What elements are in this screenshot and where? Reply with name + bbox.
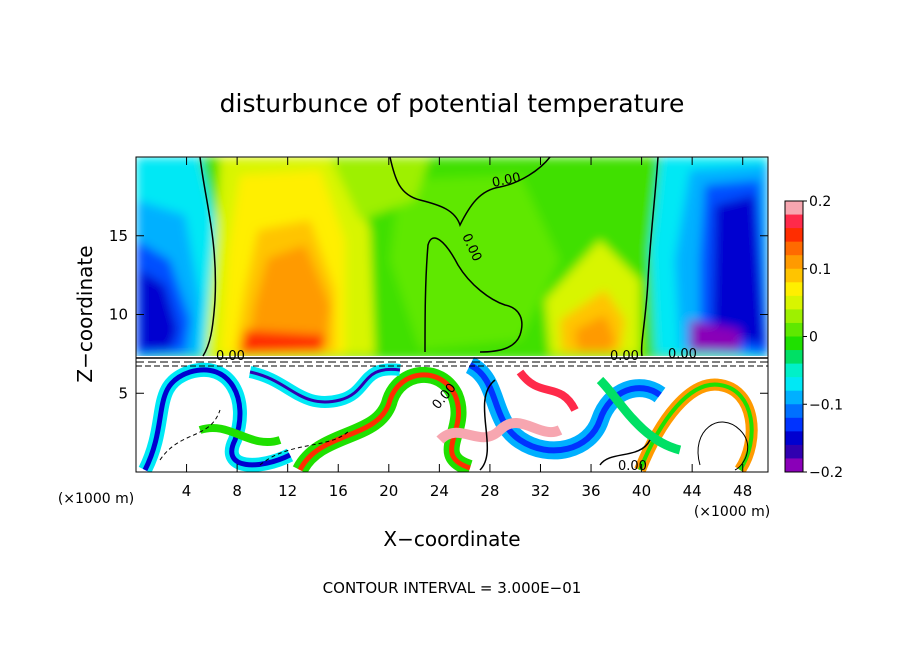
lower-band-14 bbox=[596, 376, 682, 455]
lower-band-11 bbox=[436, 418, 563, 444]
x-tick-label: 16 bbox=[329, 482, 348, 500]
colorbar-cell bbox=[785, 309, 803, 324]
field-warm-deep-orange bbox=[240, 330, 325, 354]
zero-contour-left bbox=[199, 157, 217, 357]
y-tick-label: 10 bbox=[109, 306, 128, 324]
colorbar: 0.2 0.1 0 −0.1 −0.2 bbox=[784, 194, 843, 481]
lower-contour-4 bbox=[697, 421, 749, 471]
field-right-orange bbox=[575, 315, 615, 352]
contour-label: 0.00 bbox=[610, 349, 639, 364]
colorbar-cell bbox=[785, 282, 803, 297]
zero-contour-center bbox=[424, 237, 523, 353]
lower-band-12 bbox=[516, 369, 579, 412]
lower-band-13 bbox=[198, 424, 282, 446]
x-tick-label: 32 bbox=[531, 482, 550, 500]
x-unit-right: (×1000 m) bbox=[694, 504, 770, 520]
contour-interval-note: CONTOUR INTERVAL = 3.000E−01 bbox=[323, 579, 582, 597]
colorbar-cell bbox=[785, 350, 803, 365]
colorbar-cell bbox=[785, 322, 803, 337]
contour-label: 0.00 bbox=[668, 347, 697, 362]
contour-label: 0.00 bbox=[618, 459, 647, 474]
colorbar-tick-label: 0 bbox=[809, 330, 818, 346]
field-left-darkblue bbox=[140, 270, 178, 350]
lower-contour-3 bbox=[479, 379, 496, 471]
upper-field bbox=[136, 157, 768, 360]
colorbar-cell bbox=[785, 228, 803, 243]
colorbar-cell bbox=[785, 295, 803, 310]
lower-contour-5 bbox=[599, 439, 651, 466]
x-tick-label: 40 bbox=[632, 482, 651, 500]
colorbar-cell bbox=[785, 201, 803, 216]
x-tick-label: 44 bbox=[683, 482, 702, 500]
x-tick-label: 4 bbox=[182, 482, 192, 500]
colorbar-cell bbox=[785, 417, 803, 432]
colorbar-tick-label: −0.2 bbox=[809, 465, 843, 481]
colorbar-cell bbox=[785, 255, 803, 270]
lower-band-8 bbox=[638, 382, 754, 472]
colorbar-cell bbox=[785, 377, 803, 392]
colorbar-cell bbox=[785, 214, 803, 229]
colorbar-cell bbox=[785, 241, 803, 256]
zero-contour-right bbox=[640, 157, 659, 357]
colorbar-cell bbox=[785, 363, 803, 378]
x-unit-left: (×1000 m) bbox=[58, 491, 134, 507]
field-top-yellow-green bbox=[330, 157, 430, 220]
lower-band-6 bbox=[468, 362, 662, 454]
colorbar-tick-label: 0.1 bbox=[809, 262, 831, 278]
field-warm-orange bbox=[248, 245, 330, 350]
colorbar-cell bbox=[785, 390, 803, 405]
lower-band-4 bbox=[297, 372, 471, 472]
x-tick-label: 48 bbox=[733, 482, 752, 500]
colorbar-cell bbox=[785, 458, 803, 473]
contour-labels: 0.00 0.00 0.00 0.00 0.00 0.00 0.00 bbox=[216, 170, 697, 474]
x-tick-label: 12 bbox=[278, 482, 297, 500]
x-axis: 4 8 12 16 20 24 28 32 36 40 44 48 bbox=[182, 157, 752, 500]
x-axis-label: X−coordinate bbox=[383, 527, 520, 551]
lower-band-10 bbox=[249, 367, 401, 404]
y-axis: 5 10 15 bbox=[109, 227, 768, 402]
y-axis-label: Z−coordinate bbox=[73, 245, 97, 382]
colorbar-cell bbox=[785, 336, 803, 351]
field-right-purple bbox=[690, 320, 740, 352]
x-tick-label: 28 bbox=[480, 482, 499, 500]
colorbar-tick-label: 0.2 bbox=[809, 194, 831, 210]
x-tick-label: 8 bbox=[232, 482, 242, 500]
colorbar-cell bbox=[785, 431, 803, 446]
colorbar-cell bbox=[785, 404, 803, 419]
y-tick-label: 5 bbox=[118, 384, 128, 402]
lower-contour-1 bbox=[159, 409, 221, 461]
field-center-light bbox=[390, 175, 560, 350]
colorbar-tick-label: −0.1 bbox=[809, 397, 843, 413]
colorbar-cell bbox=[785, 268, 803, 283]
x-tick-label: 36 bbox=[581, 482, 600, 500]
chart-title: disturbunce of potential temperature bbox=[220, 89, 685, 118]
lower-field bbox=[136, 356, 768, 472]
lower-band-2 bbox=[142, 367, 292, 472]
x-tick-label: 24 bbox=[430, 482, 449, 500]
zero-contour-top bbox=[389, 157, 551, 227]
plot-area: 0.00 0.00 0.00 0.00 0.00 0.00 0.00 bbox=[136, 157, 768, 474]
colorbar-cell bbox=[785, 444, 803, 459]
contour-label: 0.00 bbox=[216, 349, 245, 364]
y-tick-label: 15 bbox=[109, 227, 128, 245]
contour-label: 0.00 bbox=[491, 170, 522, 191]
x-tick-label: 20 bbox=[379, 482, 398, 500]
field-right-darkblue bbox=[712, 195, 765, 345]
